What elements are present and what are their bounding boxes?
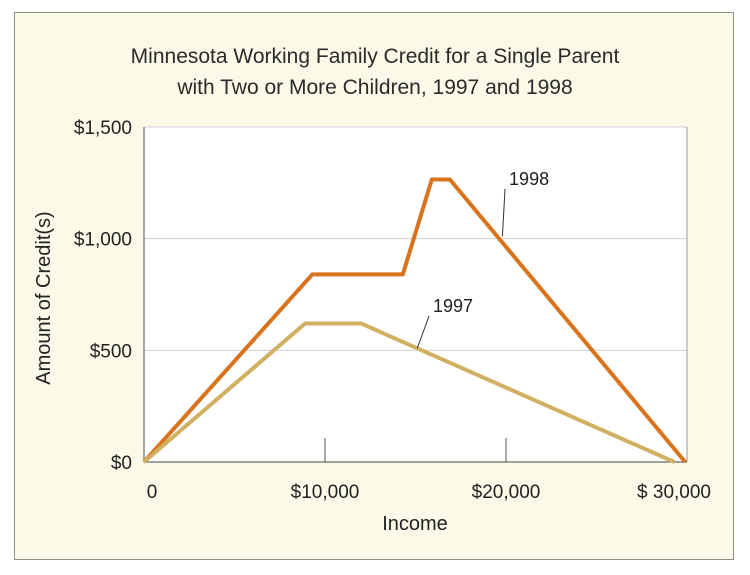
title-line-2: with Two or More Children, 1997 and 1998 — [176, 76, 572, 99]
series-line-1998 — [142, 177, 687, 464]
chart-title: Minnesota Working Family Credit for a Si… — [131, 45, 620, 99]
series-label-leader-1998 — [501, 188, 506, 237]
y-tick-label: $1,000 — [74, 230, 132, 251]
x-tick-label: 0 — [147, 482, 158, 503]
x-tick-label: $ 30,000 — [637, 482, 711, 503]
x-tick-label: $10,000 — [291, 482, 360, 503]
x-axis-title: Income — [382, 513, 448, 535]
series-label-leader-1997 — [416, 315, 430, 349]
y-tick-label: $500 — [90, 341, 132, 362]
title-line-1: Minnesota Working Family Credit for a Si… — [131, 45, 620, 68]
x-tick-label: $20,000 — [472, 482, 541, 503]
series-label-1998: 1998 — [509, 169, 549, 189]
y-tick-label: $1,500 — [74, 118, 132, 139]
series-line-1997 — [142, 321, 676, 464]
plot-area — [144, 127, 687, 462]
y-tick-label: $0 — [111, 453, 132, 474]
series-label-1997: 1997 — [433, 296, 473, 316]
y-axis-title: Amount of Credit(s) — [33, 211, 55, 384]
